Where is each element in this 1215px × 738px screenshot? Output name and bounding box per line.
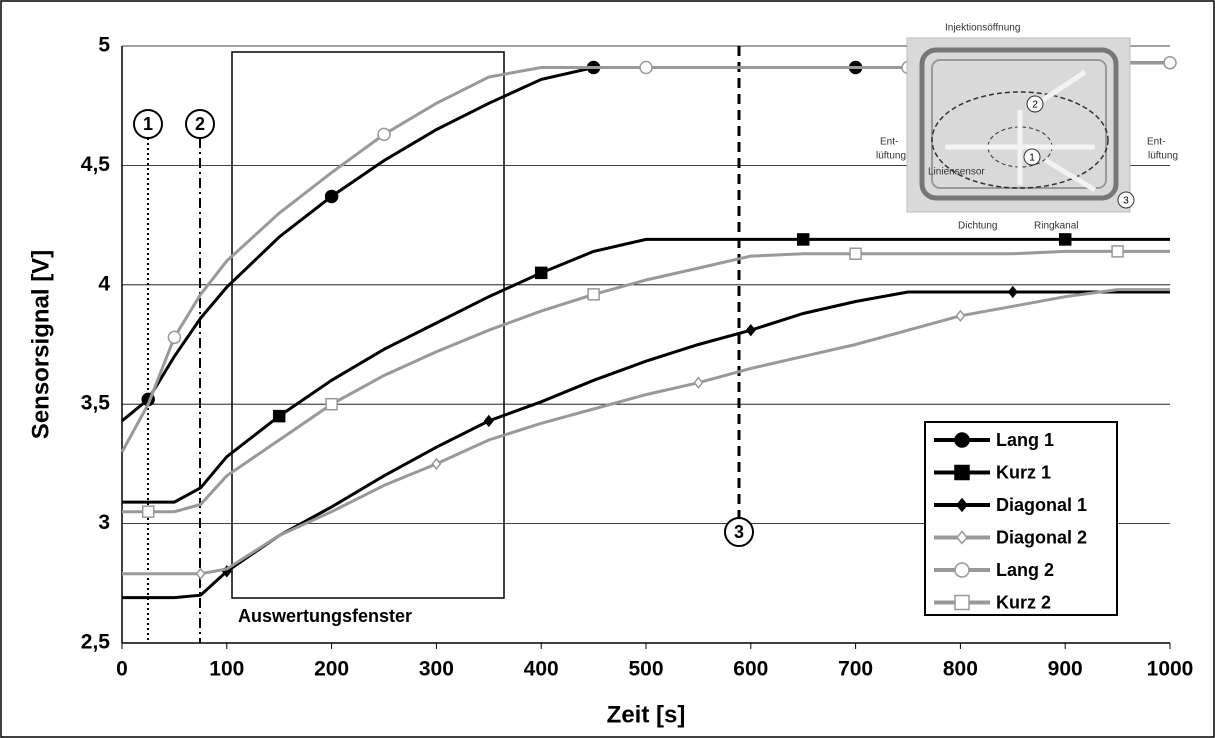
legend-marker — [954, 464, 970, 481]
inset-label: Ringkanal — [1034, 221, 1078, 232]
legend-label: Kurz 2 — [996, 592, 1051, 612]
x-tick-label: 0 — [116, 658, 128, 681]
point — [1111, 245, 1124, 258]
x-tick-label: 700 — [838, 658, 873, 681]
inset-channel — [919, 47, 1119, 201]
inset-label: lüftung — [1148, 151, 1178, 162]
annotation: 3 — [734, 522, 744, 542]
annotation-circle — [133, 109, 163, 139]
inset-seal — [931, 59, 1107, 189]
x-tick-label: 400 — [524, 658, 559, 681]
point — [693, 376, 704, 389]
inset-sensors — [945, 69, 1097, 193]
x-tick-label: 1000 — [1147, 658, 1194, 681]
legend-marker — [956, 530, 968, 545]
y-tick-label: 2,5 — [81, 631, 111, 654]
x-tick-label: 600 — [733, 658, 768, 681]
legend-marker — [954, 432, 970, 448]
legend-label: Lang 2 — [996, 560, 1054, 580]
series-line — [122, 288, 1170, 576]
annotation-circle — [185, 109, 215, 139]
point — [483, 414, 494, 428]
series-line — [122, 237, 1170, 504]
point — [195, 567, 206, 580]
legend-marker — [954, 562, 970, 578]
point — [587, 288, 600, 301]
point — [141, 505, 155, 518]
point — [955, 309, 966, 323]
inset-circle — [1023, 148, 1041, 166]
inset-circle — [1117, 191, 1135, 209]
y-tick-label: 3 — [98, 511, 110, 534]
x-tick-label: 100 — [209, 658, 244, 681]
inset-label: Liniensensor — [928, 167, 985, 178]
legend-marker — [954, 594, 970, 611]
point — [272, 409, 286, 423]
point — [324, 189, 339, 204]
point — [167, 330, 182, 345]
x-axis-title: Zeit [s] — [607, 701, 686, 728]
x-tick-label: 800 — [943, 658, 978, 681]
inset-label: Ent- — [880, 137, 898, 148]
annotation: 2 — [195, 114, 205, 134]
point — [849, 247, 862, 261]
inset-label: lüftung — [876, 151, 906, 162]
point — [534, 266, 548, 280]
x-tick-label: 900 — [1048, 658, 1083, 681]
x-tick-label: 300 — [419, 658, 454, 681]
point — [431, 457, 442, 471]
inset-label: Injektionsöffnung — [945, 23, 1020, 34]
point — [1007, 285, 1018, 299]
y-axis-title: Sensorsignal [V] — [27, 250, 54, 439]
inset-label: 1 — [1029, 153, 1035, 164]
y-tick-label: 5 — [98, 34, 110, 57]
point — [1058, 233, 1072, 246]
legend-box — [924, 421, 1118, 616]
point — [639, 60, 653, 75]
annotation: Auswertungsfenster — [238, 606, 412, 626]
inset-label: Dichtung — [958, 221, 997, 232]
series-line — [122, 290, 1170, 600]
inset-label: 2 — [1032, 100, 1038, 111]
inset-flow — [931, 91, 1109, 189]
legend-label: Lang 1 — [996, 430, 1054, 450]
y-tick-label: 4 — [98, 272, 110, 295]
x-tick-label: 500 — [628, 658, 663, 681]
legend-label: Diagonal 1 — [996, 495, 1087, 515]
annotation: 1 — [143, 114, 153, 134]
point — [796, 233, 810, 246]
legend-marker — [956, 497, 968, 513]
legend-label: Diagonal 2 — [996, 527, 1087, 547]
point — [1163, 55, 1177, 70]
inset-label: Ent- — [1147, 137, 1165, 148]
legend-label: Kurz 1 — [996, 462, 1051, 482]
point — [325, 397, 338, 411]
point — [377, 127, 391, 142]
y-tick-label: 4,5 — [81, 153, 111, 176]
inset-label: 3 — [1123, 196, 1129, 207]
inset-circle — [1026, 95, 1044, 113]
annotation-circle — [724, 517, 754, 547]
point — [745, 323, 756, 337]
y-tick-label: 3,5 — [81, 392, 111, 415]
x-tick-label: 200 — [314, 658, 349, 681]
